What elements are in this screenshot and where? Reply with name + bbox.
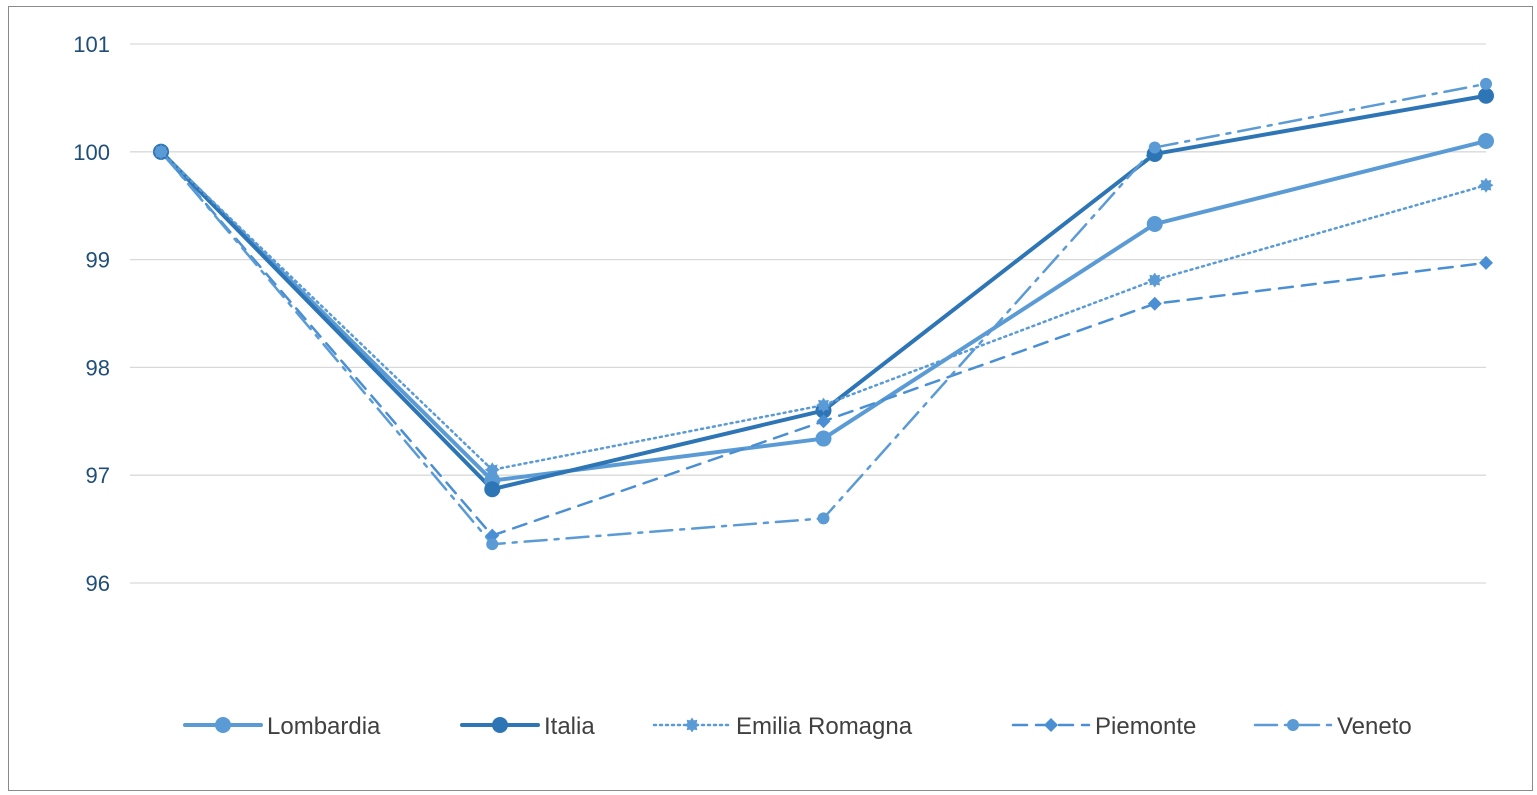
y-tick-label: 97	[86, 463, 110, 488]
legend-marker	[684, 717, 700, 733]
data-point-piemonte	[1479, 255, 1493, 270]
data-point-emilia-romagna	[816, 397, 831, 413]
data-point-veneto	[486, 538, 499, 551]
data-point-emilia-romagna	[484, 462, 500, 478]
data-point-piemonte	[816, 414, 831, 429]
legend-label: Emilia Romagna	[736, 713, 913, 740]
legend-marker	[215, 717, 231, 733]
y-tick-label: 98	[86, 355, 110, 380]
y-tick-label: 96	[86, 571, 110, 596]
y-tick-label: 99	[86, 248, 110, 273]
legend-label: Veneto	[1337, 713, 1412, 740]
series-line-lombardia	[159, 139, 1488, 483]
legend-marker	[1287, 719, 1299, 731]
data-point-veneto	[155, 145, 167, 158]
data-point-italia	[1478, 87, 1494, 104]
legend-label: Piemonte	[1095, 713, 1196, 740]
legend: Lombardia Italia Emilia Romagna Piemonte Ven…	[183, 713, 1412, 740]
data-point-lombardia	[1146, 216, 1163, 233]
y-tick-label: 100	[73, 140, 110, 165]
data-point-veneto	[1480, 77, 1492, 90]
y-tick-label: 101	[73, 32, 110, 57]
gridlines	[130, 43, 1486, 584]
chart-frame	[8, 6, 1533, 791]
data-point-veneto	[817, 512, 830, 525]
series-line-emilia-romagna	[159, 150, 1488, 472]
data-point-lombardia	[1478, 133, 1494, 150]
legend-label: Italia	[544, 713, 595, 740]
y-axis-ticks: 96 97 98 99 100 101	[73, 32, 110, 596]
legend-label: Lombardia	[267, 713, 381, 740]
data-point-emilia-romagna	[1147, 272, 1163, 288]
legend-marker	[492, 717, 508, 733]
data-point-piemonte	[485, 528, 500, 543]
data-point-lombardia	[815, 430, 832, 447]
data-point-italia	[484, 481, 501, 498]
data-point-piemonte	[1147, 296, 1162, 311]
data-point-emilia-romagna	[1478, 177, 1494, 193]
series-line-italia	[159, 93, 1488, 492]
data-point-veneto	[1148, 141, 1161, 154]
series-markers	[153, 77, 1494, 551]
legend-marker	[1044, 718, 1058, 732]
